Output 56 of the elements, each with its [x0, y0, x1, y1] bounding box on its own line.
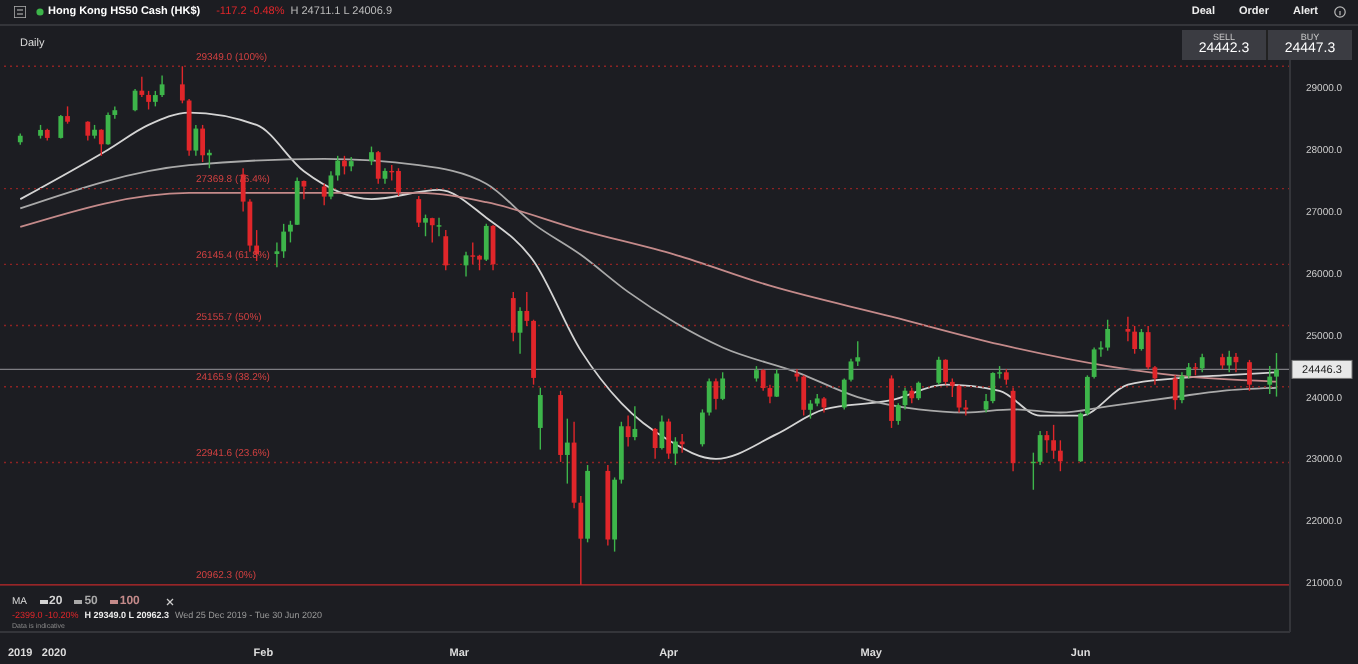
candlestick: [321, 182, 327, 207]
candlestick: [470, 241, 476, 265]
line-series: [19, 158, 1278, 414]
candlestick: [889, 374, 894, 429]
candlestick: [625, 414, 631, 448]
candlestick: [652, 427, 658, 460]
line-series: [19, 192, 1278, 383]
candlestick: [281, 223, 287, 259]
candlestick: [98, 128, 104, 157]
candlestick: [1267, 365, 1273, 395]
candlestick: [288, 220, 293, 244]
candlestick: [200, 124, 206, 163]
candlestick: [396, 167, 401, 197]
candlestick: [801, 374, 807, 417]
candlestick: [139, 76, 145, 98]
candlestick: [1139, 328, 1144, 352]
candlestick: [1057, 439, 1063, 472]
candlestick: [1078, 411, 1084, 463]
candlestick: [58, 114, 64, 140]
candlestick: [632, 405, 638, 441]
candlestick: [1105, 319, 1111, 352]
candlestick: [436, 216, 442, 237]
candlestick: [564, 417, 570, 485]
candlestick: [483, 223, 489, 262]
candlestick: [1125, 315, 1131, 343]
candlestick: [666, 417, 672, 460]
candlestick: [672, 436, 678, 466]
candlestick: [375, 150, 381, 185]
candlestick: [1226, 349, 1232, 373]
candlestick: [943, 358, 948, 386]
candlestick: [1247, 359, 1252, 392]
candlestick: [369, 145, 374, 166]
candlestick: [193, 124, 199, 157]
candlestick: [85, 120, 91, 142]
candlestick: [1132, 325, 1138, 355]
candlestick: [1199, 353, 1205, 373]
candlestick: [774, 368, 780, 398]
candlestick: [936, 356, 942, 386]
candlestick: [416, 195, 422, 228]
candlestick: [659, 414, 665, 451]
candlestick: [443, 229, 449, 271]
candlestick: [916, 380, 921, 401]
candlestick: [808, 399, 813, 420]
candlestick: [429, 216, 435, 244]
candlestick: [1037, 430, 1043, 466]
candlestick: [510, 291, 516, 343]
candlestick: [720, 371, 726, 401]
candlestick: [294, 176, 300, 226]
candlestick: [537, 387, 543, 451]
line-series: [19, 111, 1278, 460]
candlestick: [1172, 374, 1178, 411]
candlestick: [1274, 352, 1279, 398]
candlestick: [990, 371, 996, 404]
candlestick: [1044, 430, 1050, 454]
candlestick: [423, 213, 428, 237]
candlestick: [1051, 424, 1057, 460]
